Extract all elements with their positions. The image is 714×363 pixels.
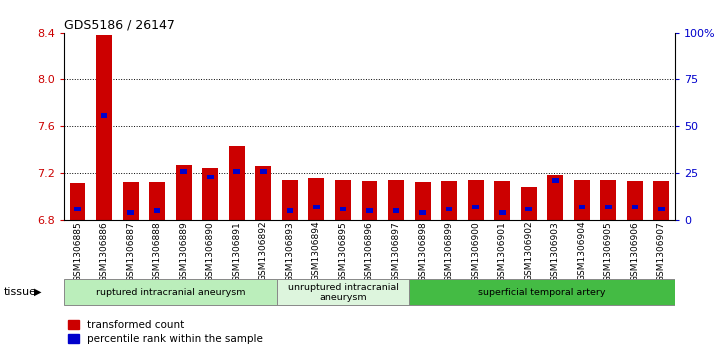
Bar (335, 180, 351, 220)
Bar (282, 180, 298, 220)
FancyBboxPatch shape (276, 279, 409, 305)
Bar (149, 182, 165, 220)
Legend: transformed count, percentile rank within the sample: transformed count, percentile rank withi… (64, 316, 267, 348)
Bar (441, 181, 457, 220)
Bar (574, 180, 590, 220)
Bar (605, 205, 612, 209)
Text: GSM1306886: GSM1306886 (99, 221, 109, 282)
Text: superficial temporal artery: superficial temporal artery (478, 288, 605, 297)
Text: GSM1306893: GSM1306893 (286, 221, 294, 282)
Bar (340, 207, 346, 211)
Bar (521, 187, 537, 220)
Text: GSM1306903: GSM1306903 (550, 221, 560, 282)
Text: GSM1306888: GSM1306888 (153, 221, 161, 282)
Bar (658, 207, 665, 211)
Bar (202, 168, 218, 220)
Text: GSM1306902: GSM1306902 (524, 221, 533, 281)
Text: GSM1306900: GSM1306900 (471, 221, 480, 282)
FancyBboxPatch shape (64, 279, 276, 305)
Bar (600, 180, 616, 220)
Bar (473, 205, 479, 209)
Bar (207, 175, 213, 179)
Bar (548, 175, 563, 220)
Bar (123, 182, 139, 220)
Text: GSM1306906: GSM1306906 (630, 221, 640, 282)
Text: GSM1306890: GSM1306890 (206, 221, 215, 282)
Bar (632, 205, 638, 209)
Text: GSM1306887: GSM1306887 (126, 221, 135, 282)
Text: tissue: tissue (4, 287, 36, 297)
Bar (256, 166, 271, 220)
Bar (96, 35, 112, 220)
Bar (653, 181, 670, 220)
Text: GSM1306897: GSM1306897 (391, 221, 401, 282)
Text: GSM1306896: GSM1306896 (365, 221, 374, 282)
Bar (69, 183, 86, 220)
Text: GSM1306895: GSM1306895 (338, 221, 348, 282)
Bar (228, 146, 245, 220)
Text: GSM1306901: GSM1306901 (498, 221, 507, 282)
Bar (578, 205, 585, 209)
Bar (552, 179, 558, 183)
Bar (101, 113, 107, 118)
Text: GSM1306907: GSM1306907 (657, 221, 666, 282)
Text: GSM1306904: GSM1306904 (578, 221, 586, 281)
Bar (176, 165, 191, 220)
Bar (415, 182, 431, 220)
Bar (233, 169, 240, 174)
Bar (446, 207, 453, 211)
Text: GSM1306899: GSM1306899 (445, 221, 453, 282)
Bar (499, 210, 506, 215)
Bar (388, 180, 404, 220)
Bar (366, 208, 373, 213)
Bar (308, 178, 324, 220)
Bar (127, 210, 134, 215)
Bar (260, 169, 266, 174)
Bar (154, 208, 161, 213)
Bar (286, 208, 293, 213)
Bar (361, 181, 378, 220)
Bar (313, 205, 320, 209)
Bar (526, 207, 532, 211)
Text: GSM1306889: GSM1306889 (179, 221, 188, 282)
Bar (494, 181, 511, 220)
Text: GSM1306892: GSM1306892 (259, 221, 268, 281)
Bar (74, 207, 81, 211)
Bar (468, 180, 483, 220)
Text: unruptured intracranial
aneurysm: unruptured intracranial aneurysm (288, 282, 398, 302)
Bar (181, 169, 187, 174)
Text: GDS5186 / 26147: GDS5186 / 26147 (64, 19, 175, 32)
Text: ruptured intracranial aneurysm: ruptured intracranial aneurysm (96, 288, 245, 297)
Bar (627, 181, 643, 220)
Text: GSM1306885: GSM1306885 (73, 221, 82, 282)
Text: GSM1306898: GSM1306898 (418, 221, 427, 282)
Text: ▶: ▶ (34, 287, 42, 297)
FancyBboxPatch shape (409, 279, 675, 305)
Text: GSM1306894: GSM1306894 (312, 221, 321, 281)
Bar (393, 208, 399, 213)
Bar (419, 210, 426, 215)
Text: GSM1306891: GSM1306891 (232, 221, 241, 282)
Text: GSM1306905: GSM1306905 (604, 221, 613, 282)
